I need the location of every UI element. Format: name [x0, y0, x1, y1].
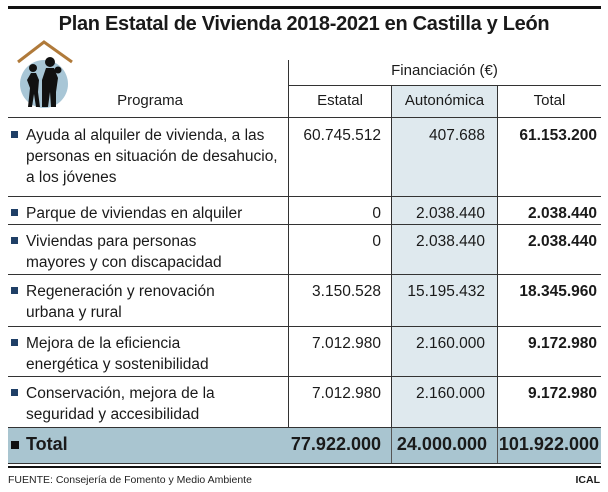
estatal-value: 0: [372, 205, 381, 222]
bottom-rule: [8, 466, 601, 468]
divider: [8, 427, 601, 428]
divider: [288, 60, 289, 463]
estatal-value: 3.150.528: [312, 283, 381, 300]
bullet-icon: [11, 339, 18, 346]
divider: [8, 117, 601, 118]
program-name: Viviendas para personas mayores y con di…: [26, 233, 222, 271]
program-name: Regeneración y renovación urbana y rural: [26, 283, 215, 321]
bullet-icon: [11, 389, 18, 396]
estatal-value: 60.745.512: [303, 127, 381, 144]
divider: [497, 428, 498, 463]
autonomica-column-shade: [391, 86, 497, 428]
autonomica-value: 2.038.440: [416, 205, 485, 222]
divider: [8, 224, 601, 225]
total-header: Total: [533, 92, 566, 109]
autonomica-header: Autonómica: [404, 92, 485, 109]
source-note: FUENTE: Consejería de Fomento y Medio Am…: [8, 474, 252, 486]
bullet-icon: [11, 287, 18, 294]
bullet-icon: [11, 237, 18, 244]
program-name: Conservación, mejora de la seguridad y a…: [26, 385, 215, 423]
program-name: Mejora de la eficiencia energética y sos…: [26, 335, 209, 373]
estatal-total: 77.922.000: [290, 434, 381, 454]
total-row: Total 77.922.000 24.000.000 101.922.000: [8, 428, 601, 463]
autonomica-value: 15.195.432: [407, 283, 485, 300]
estatal-value: 0: [372, 233, 381, 250]
bullet-icon: [11, 441, 19, 449]
total-value: 18.345.960: [519, 283, 597, 300]
estatal-value: 7.012.980: [312, 335, 381, 352]
divider: [288, 85, 601, 86]
financing-header: Financiación (€): [391, 62, 498, 79]
total-value: 2.038.440: [528, 205, 597, 222]
program-name: Parque de viviendas en alquiler: [26, 205, 243, 222]
autonomica-value: 407.688: [428, 127, 485, 144]
divider: [8, 376, 601, 377]
bullet-icon: [11, 209, 18, 216]
divider: [8, 196, 601, 197]
autonomica-total: 24.000.000: [396, 434, 487, 454]
bottom-rule: [8, 463, 601, 464]
divider: [8, 274, 601, 275]
total-value: 2.038.440: [528, 233, 597, 250]
total-label: Total: [26, 434, 68, 454]
autonomica-value: 2.160.000: [416, 335, 485, 352]
total-value: 61.153.200: [519, 127, 597, 144]
credit: ICAL: [575, 474, 601, 486]
program-name: Ayuda al alquiler de vivienda, a las per…: [26, 127, 278, 186]
bullet-icon: [11, 131, 18, 138]
top-rule: [8, 6, 601, 9]
grand-total: 101.922.000: [498, 434, 599, 454]
estatal-header: Estatal: [317, 92, 363, 109]
family-house-icon: [17, 40, 73, 108]
divider: [391, 428, 392, 463]
program-header: Programa: [117, 92, 183, 109]
autonomica-value: 2.038.440: [416, 233, 485, 250]
total-value: 9.172.980: [528, 385, 597, 402]
total-value: 9.172.980: [528, 335, 597, 352]
autonomica-value: 2.160.000: [416, 385, 485, 402]
divider: [8, 326, 601, 327]
estatal-value: 7.012.980: [312, 385, 381, 402]
page-title: Plan Estatal de Vivienda 2018-2021 en Ca…: [58, 13, 550, 35]
